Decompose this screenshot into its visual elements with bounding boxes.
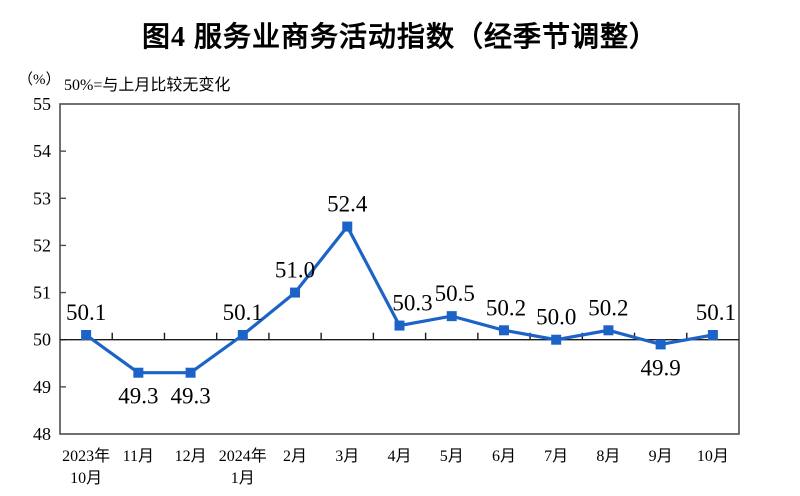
plot-border [59,103,740,435]
data-point-marker [237,330,248,340]
y-tick-label: 53 [33,188,51,208]
x-tick-label: 2023年 [62,447,110,465]
data-point-marker [133,367,144,378]
x-tick-label: 4月 [387,448,411,465]
x-tick-label: 3月 [335,448,359,465]
reference-note: 50%=与上月比较无变化 [64,77,231,94]
y-tick-label: 55 [33,94,51,114]
data-point-marker [81,330,92,340]
x-tick-label: 9月 [649,448,673,465]
y-tick-label: 50 [33,330,51,350]
x-tick-label: 8月 [596,448,620,465]
data-point-marker [185,367,196,378]
data-point-marker [498,325,509,336]
data-point-label: 50.3 [392,291,432,316]
data-point-marker [446,311,457,322]
y-tick-label: 54 [33,141,51,161]
data-point-label: 50.2 [588,295,628,320]
data-point-label: 49.9 [641,355,681,380]
data-point-marker [655,339,666,350]
y-tick-label: 49 [33,377,51,397]
data-point-label: 50.1 [696,300,736,325]
data-point-marker [342,221,353,232]
x-tick-label: 5月 [440,448,464,465]
data-point-marker [603,325,614,336]
x-tick-label-line2: 1月 [231,470,255,487]
y-tick-label: 52 [33,235,51,255]
data-point-label: 52.4 [327,192,368,217]
data-point-marker [551,334,562,345]
data-point-marker [290,287,301,298]
x-tick-label: 10月 [697,448,729,465]
data-point-label: 50.1 [223,300,263,325]
data-point-label: 50.1 [66,300,106,325]
x-tick-label-line2: 10月 [70,470,102,487]
x-tick-label: 2月 [283,448,307,465]
x-tick-label: 2024年 [219,447,267,465]
x-tick-label: 6月 [492,448,516,465]
x-tick-label: 12月 [175,448,207,465]
data-point-label: 50.2 [486,295,526,320]
data-point-label: 49.3 [118,384,158,409]
x-tick-label: 11月 [123,448,154,465]
y-axis-unit-label: （%） [18,72,61,88]
data-point-label: 50.0 [536,305,576,330]
data-point-marker [707,330,718,340]
data-point-marker [394,320,405,331]
chart-title: 图4 服务业商务活动指数（经季节调整） [141,22,658,53]
y-tick-label: 48 [33,424,51,444]
data-point-label: 49.3 [170,384,210,409]
x-tick-label: 7月 [544,448,568,465]
y-tick-label: 51 [33,283,51,303]
data-point-label: 51.0 [275,258,315,283]
data-point-label: 50.5 [435,281,475,306]
